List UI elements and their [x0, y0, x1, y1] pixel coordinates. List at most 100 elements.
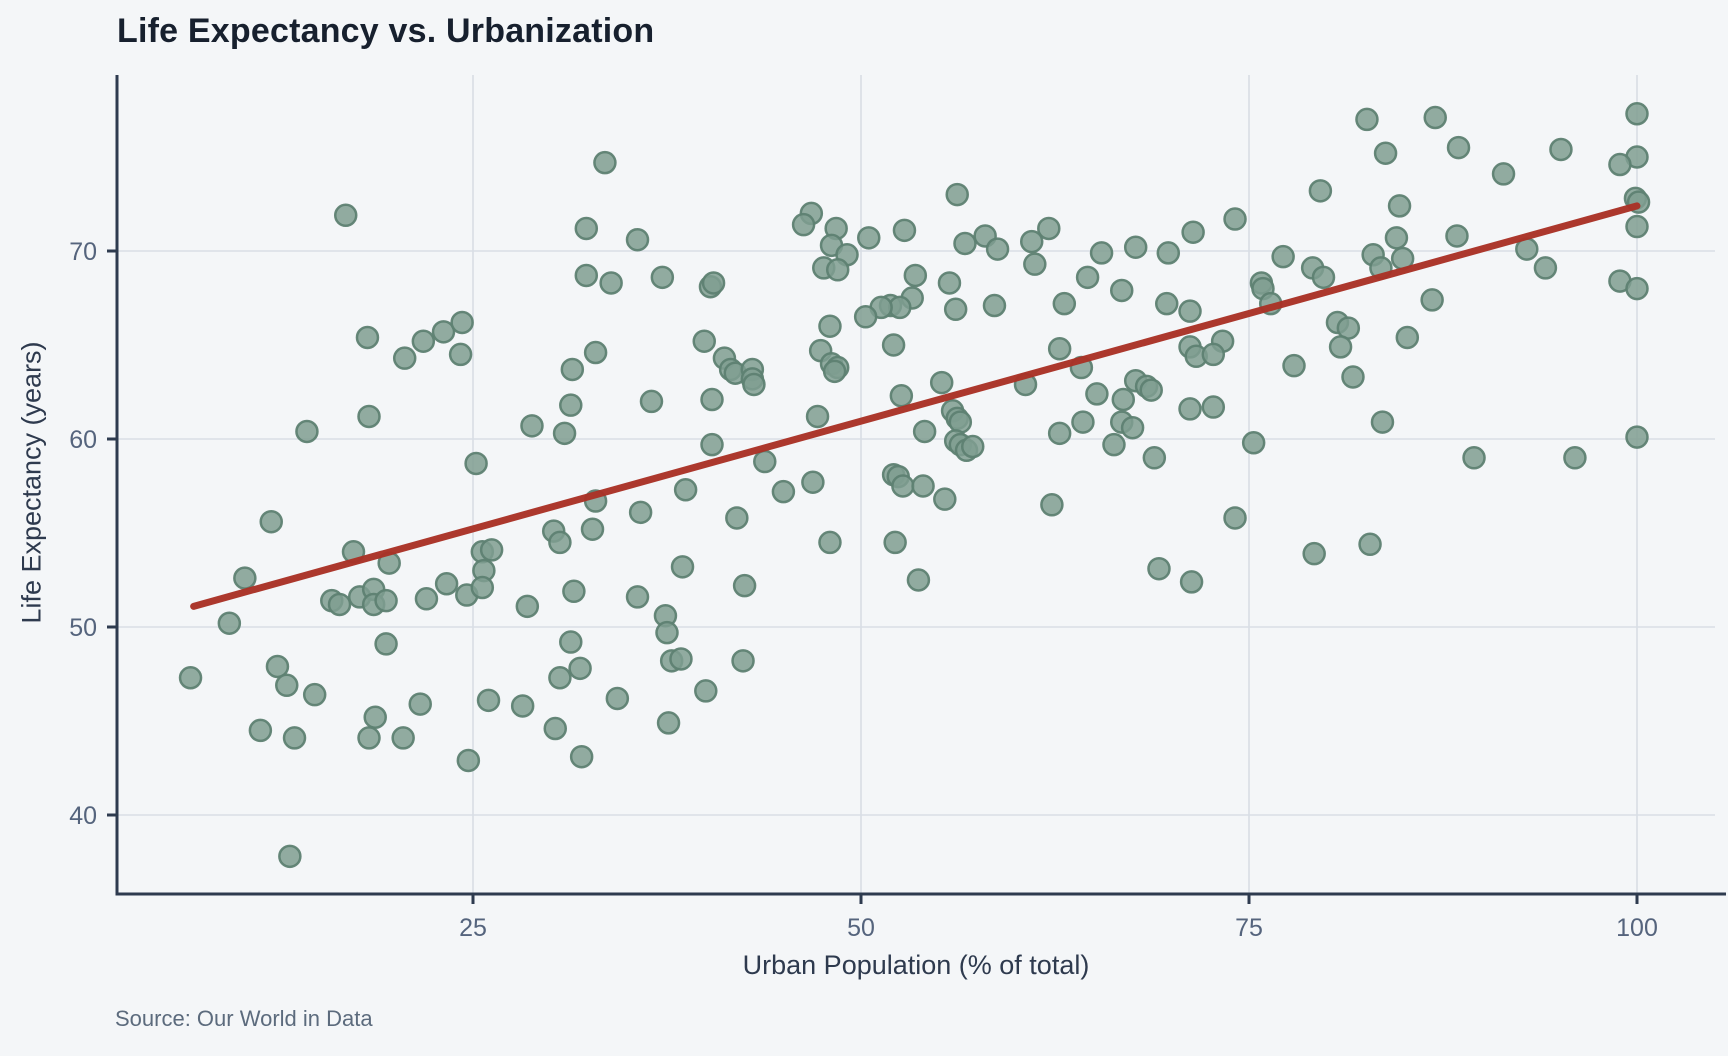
chart-title: Life Expectancy vs. Urbanization	[117, 12, 655, 50]
scatter-point	[448, 342, 473, 367]
x-tick-label: 50	[847, 914, 875, 942]
scatter-point	[1178, 397, 1202, 421]
scatter-point	[732, 573, 757, 598]
scatter-point	[562, 579, 586, 604]
scatter-point	[891, 474, 915, 498]
scatter-point	[434, 572, 459, 596]
scatter-point	[1075, 265, 1100, 290]
scatter-point	[1358, 532, 1382, 557]
scatter-point	[889, 384, 914, 408]
scatter-point	[414, 587, 439, 611]
scatter-point	[1181, 220, 1205, 244]
scatter-point	[1491, 162, 1516, 186]
scatter-point	[456, 748, 481, 773]
scatter-point	[559, 393, 583, 417]
scatter-point	[1420, 288, 1444, 312]
scatter-point	[1156, 241, 1181, 265]
scatter-point	[302, 682, 327, 707]
scatter-point	[1625, 214, 1649, 239]
scatter-point	[543, 716, 568, 741]
scatter-point	[605, 686, 630, 711]
scatter-point	[374, 588, 398, 613]
scatter-point	[1625, 102, 1649, 126]
scatter-point	[742, 372, 766, 397]
scatter-point	[1052, 291, 1077, 316]
scatter-point	[1533, 256, 1558, 280]
scatter-point	[1201, 395, 1226, 419]
scatter-point	[960, 434, 985, 459]
scatter-point	[580, 517, 605, 541]
scatter-point	[1111, 387, 1136, 412]
scatter-point	[911, 474, 935, 498]
scatter-point	[391, 726, 415, 750]
scatter-point	[559, 630, 583, 654]
scatter-point	[374, 632, 398, 656]
scatter-point	[933, 487, 957, 511]
scatter-point	[701, 271, 726, 295]
scatter-point	[857, 226, 881, 250]
scatter-point	[1040, 493, 1064, 517]
scatter-point	[725, 506, 749, 530]
scatter-point	[853, 305, 878, 329]
scatter-point	[282, 726, 307, 750]
scatter-point	[1341, 365, 1365, 389]
scatter-point	[1384, 226, 1409, 250]
scatter-point	[574, 263, 599, 288]
scatter-point	[357, 726, 381, 750]
scatter-point	[1462, 446, 1486, 470]
scatter-point	[1311, 265, 1336, 290]
x-axis-title: Urban Population (% of total)	[742, 950, 1090, 980]
scatter-point	[805, 404, 830, 429]
scatter-point	[1302, 541, 1326, 566]
scatter-point	[265, 654, 290, 679]
scatter-point	[818, 530, 842, 555]
scatter-point	[650, 265, 675, 290]
scatter-point	[1625, 425, 1649, 449]
scatter-point	[464, 451, 488, 476]
scatter-point	[392, 346, 417, 370]
scatter-point	[892, 218, 917, 243]
scatter-point	[929, 370, 954, 395]
scatter-point	[1071, 410, 1095, 434]
scatter-point	[1328, 335, 1353, 359]
scatter-point	[357, 404, 381, 429]
scatter-point	[1223, 207, 1247, 231]
x-tick-label: 100	[1616, 914, 1658, 942]
scatter-point	[1154, 291, 1179, 316]
scatter-point	[476, 688, 501, 713]
scatter-point	[625, 227, 650, 252]
scatter-point	[700, 387, 724, 412]
scatter-point	[548, 530, 572, 555]
scatter-point	[1271, 244, 1295, 269]
y-tick-label: 70	[69, 238, 97, 266]
scatter-point	[1120, 415, 1145, 440]
scatter-point	[510, 694, 535, 718]
scatter-point	[1109, 278, 1134, 303]
scatter-point	[1423, 105, 1447, 130]
scatter-point	[1370, 410, 1395, 434]
scatter-point	[753, 449, 777, 474]
scatter-point	[470, 575, 495, 600]
scatter-point	[953, 231, 977, 256]
scatter-point	[1047, 421, 1072, 446]
scatter-point	[1178, 299, 1202, 323]
scatter-point	[583, 340, 608, 365]
scatter-point	[1037, 216, 1061, 241]
scatter-point	[945, 182, 969, 207]
scatter-point	[937, 271, 962, 295]
trend-line	[190, 202, 1641, 610]
scatter-point	[479, 538, 504, 562]
scatter-point	[259, 509, 283, 534]
scatter-point	[692, 329, 716, 353]
scatter-point	[1089, 241, 1114, 265]
scatter-point	[1308, 179, 1333, 203]
scatter-point	[639, 389, 664, 414]
scatter-point	[669, 647, 693, 671]
scatter-point	[912, 419, 937, 444]
x-tick-label: 75	[1235, 914, 1263, 942]
scatter-point	[822, 359, 847, 384]
scatter-point	[178, 666, 203, 690]
scatter-point	[431, 320, 456, 344]
